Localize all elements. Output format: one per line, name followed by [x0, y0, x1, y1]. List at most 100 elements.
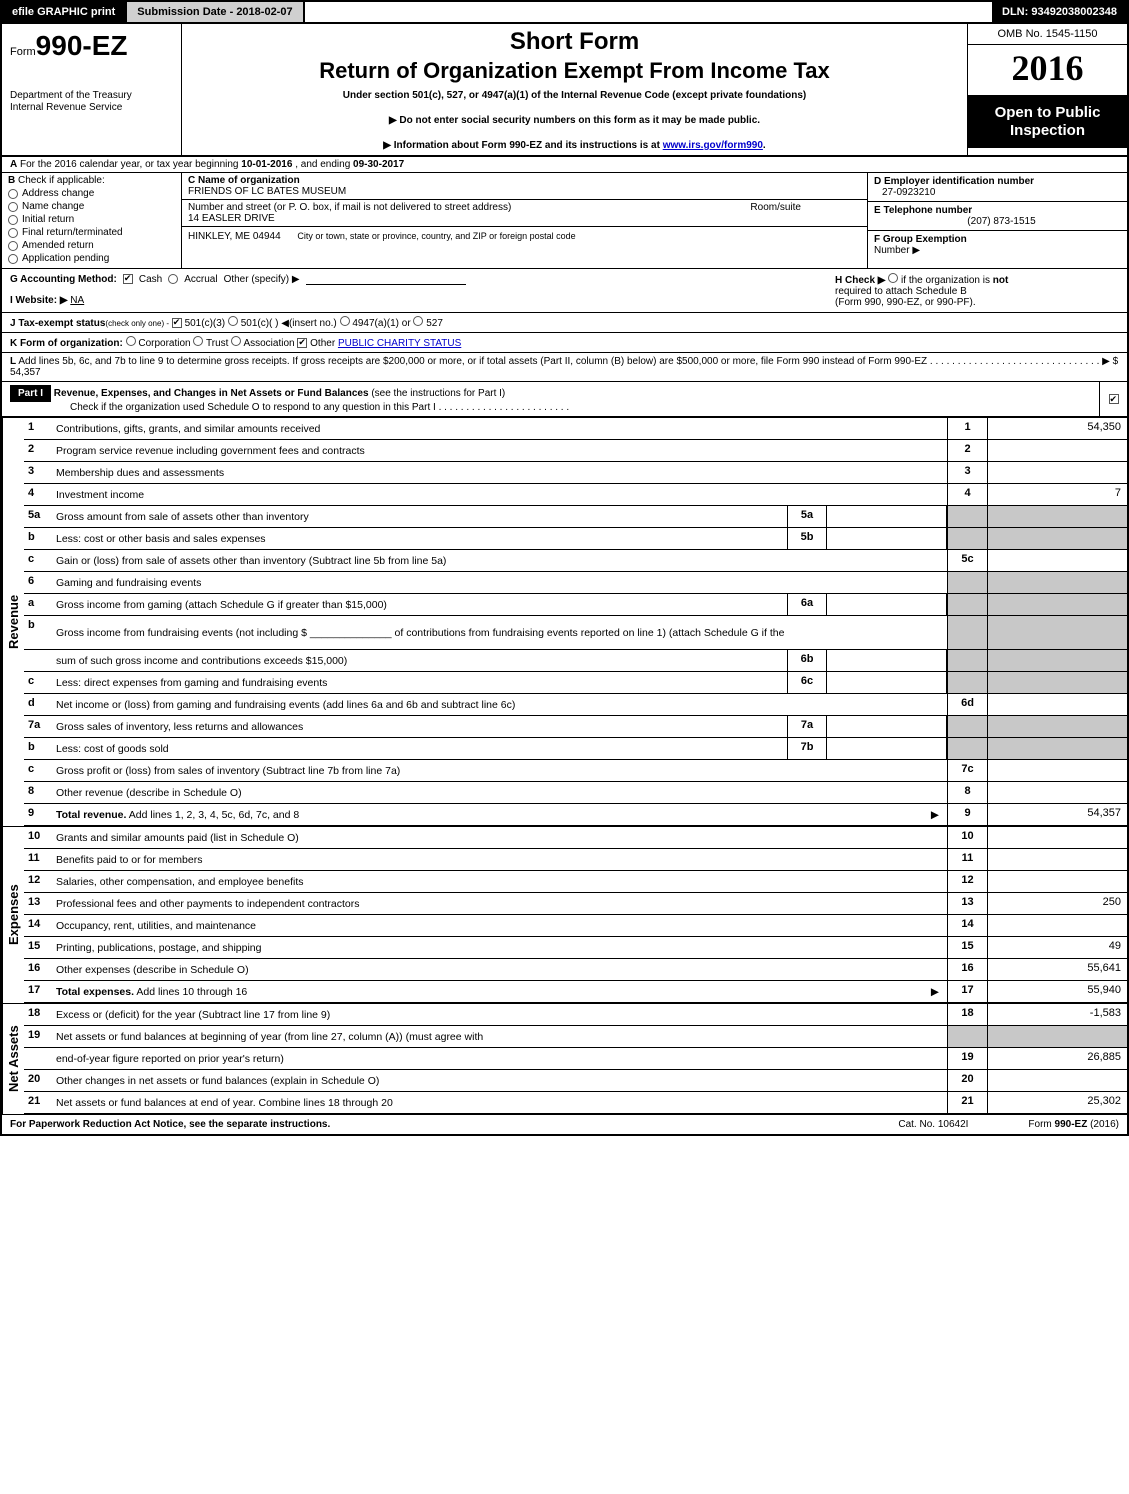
- header-right: OMB No. 1545-1150 2016 Open to Public In…: [967, 24, 1127, 155]
- right-line-value[interactable]: 54,357: [987, 804, 1127, 825]
- col-c-org-info: C Name of organization FRIENDS OF LC BAT…: [182, 173, 867, 268]
- l-text: Add lines 5b, 6c, and 7b to line 9 to de…: [18, 356, 927, 367]
- b-item-label: Application pending: [22, 253, 109, 264]
- line-number: 14: [24, 915, 52, 936]
- g-cash-checkbox[interactable]: [123, 274, 133, 284]
- k-opt0: Corporation: [138, 338, 190, 349]
- right-line-number: [947, 506, 987, 527]
- irs-link[interactable]: www.irs.gov/form990: [663, 140, 763, 151]
- i-label: I Website: ▶: [10, 295, 68, 306]
- right-line-value[interactable]: 55,641: [987, 959, 1127, 980]
- mid-line-number: 7b: [787, 738, 827, 759]
- line-description: Gross income from gaming (attach Schedul…: [52, 594, 787, 615]
- j-501c-radio[interactable]: [228, 316, 238, 326]
- k-assoc-radio[interactable]: [231, 336, 241, 346]
- right-line-value[interactable]: 55,940: [987, 981, 1127, 1002]
- side-label: Revenue: [2, 418, 24, 826]
- mid-line-number: 7a: [787, 716, 827, 737]
- right-line-value[interactable]: -1,583: [987, 1004, 1127, 1025]
- g-other-line[interactable]: [306, 273, 466, 285]
- b-radio[interactable]: [8, 254, 18, 264]
- mid-line-value[interactable]: [827, 528, 947, 549]
- part-i-paren: (see the instructions for Part I): [371, 388, 505, 399]
- right-line-value[interactable]: 7: [987, 484, 1127, 505]
- part-i-schedule-o-check-cell: [1099, 382, 1127, 416]
- row-g-h: G Accounting Method: Cash Accrual Other …: [2, 269, 1127, 313]
- line-number: 5a: [24, 506, 52, 527]
- table-row: 20Other changes in net assets or fund ba…: [24, 1070, 1127, 1092]
- k-opt3: Other: [310, 338, 335, 349]
- k-opt1: Trust: [206, 338, 228, 349]
- mid-line-value[interactable]: [827, 594, 947, 615]
- section-revenue: Revenue1Contributions, gifts, grants, an…: [2, 417, 1127, 826]
- h-label: H Check ▶: [835, 275, 885, 286]
- h-text3: (Form 990, 990-EZ, or 990-PF).: [835, 297, 976, 308]
- block-b-c-def: B Check if applicable: Address changeNam…: [2, 173, 1127, 269]
- k-opt2: Association: [243, 338, 294, 349]
- part-i-schedule-o-check[interactable]: [1109, 394, 1119, 404]
- k-other-link[interactable]: PUBLIC CHARITY STATUS: [338, 338, 461, 349]
- right-line-value[interactable]: [987, 760, 1127, 781]
- table-row: 18Excess or (deficit) for the year (Subt…: [24, 1004, 1127, 1026]
- line-description: Other revenue (describe in Schedule O): [52, 782, 947, 803]
- right-line-value[interactable]: 25,302: [987, 1092, 1127, 1113]
- j-527-radio[interactable]: [413, 316, 423, 326]
- right-line-number: 12: [947, 871, 987, 892]
- right-line-value[interactable]: [987, 871, 1127, 892]
- right-line-value[interactable]: [987, 550, 1127, 571]
- k-other-check[interactable]: [297, 338, 307, 348]
- part-i-dots: . . . . . . . . . . . . . . . . . . . . …: [439, 402, 570, 413]
- line-number: [24, 650, 52, 671]
- right-line-value[interactable]: 49: [987, 937, 1127, 958]
- c-org-name: FRIENDS OF LC BATES MUSEUM: [188, 186, 861, 197]
- line-description: sum of such gross income and contributio…: [52, 650, 787, 671]
- table-row: bLess: cost or other basis and sales exp…: [24, 528, 1127, 550]
- g-accrual-radio[interactable]: [168, 274, 178, 284]
- right-line-value[interactable]: [987, 1070, 1127, 1091]
- table-row: 4Investment income47: [24, 484, 1127, 506]
- mid-line-value[interactable]: [827, 672, 947, 693]
- right-line-value[interactable]: 54,350: [987, 418, 1127, 439]
- k-corp-radio[interactable]: [126, 336, 136, 346]
- line-description: Contributions, gifts, grants, and simila…: [52, 418, 947, 439]
- mid-line-value[interactable]: [827, 738, 947, 759]
- right-line-number: 19: [947, 1048, 987, 1069]
- h-checkbox[interactable]: [888, 273, 898, 283]
- b-radio[interactable]: [8, 215, 18, 225]
- efile-print-button[interactable]: efile GRAPHIC print: [2, 2, 127, 22]
- c-name-cell: C Name of organization FRIENDS OF LC BAT…: [182, 173, 867, 200]
- b-radio[interactable]: [8, 202, 18, 212]
- part-i-badge: Part I: [10, 385, 51, 402]
- line-number: a: [24, 594, 52, 615]
- j-501c3-check[interactable]: [172, 318, 182, 328]
- right-line-value[interactable]: [987, 827, 1127, 848]
- part-i-header-row: Part I Revenue, Expenses, and Changes in…: [2, 382, 1127, 417]
- b-radio[interactable]: [8, 228, 18, 238]
- line-description: Net assets or fund balances at beginning…: [52, 1026, 947, 1047]
- right-line-value[interactable]: 250: [987, 893, 1127, 914]
- f-cell: F Group Exemption Number ▶: [868, 231, 1127, 259]
- line-description: Printing, publications, postage, and shi…: [52, 937, 947, 958]
- b-radio[interactable]: [8, 241, 18, 251]
- right-line-value[interactable]: [987, 782, 1127, 803]
- right-line-value[interactable]: [987, 462, 1127, 483]
- right-line-value[interactable]: [987, 849, 1127, 870]
- k-trust-radio[interactable]: [193, 336, 203, 346]
- table-row: cGross profit or (loss) from sales of in…: [24, 760, 1127, 782]
- mid-line-value[interactable]: [827, 650, 947, 671]
- b-radio[interactable]: [8, 189, 18, 199]
- b-label: Check if applicable:: [18, 175, 105, 186]
- d-label: D Employer identification number: [874, 176, 1121, 187]
- mid-line-value[interactable]: [827, 716, 947, 737]
- mid-line-value[interactable]: [827, 506, 947, 527]
- j-4947-radio[interactable]: [340, 316, 350, 326]
- right-line-value[interactable]: [987, 915, 1127, 936]
- b-check-item: Application pending: [8, 253, 175, 264]
- right-line-value[interactable]: [987, 694, 1127, 715]
- right-line-value[interactable]: [987, 440, 1127, 461]
- page-footer: For Paperwork Reduction Act Notice, see …: [2, 1114, 1127, 1134]
- right-line-value[interactable]: 26,885: [987, 1048, 1127, 1069]
- omb-number: OMB No. 1545-1150: [968, 24, 1127, 45]
- line-number: 15: [24, 937, 52, 958]
- section-net-assets: Net Assets18Excess or (deficit) for the …: [2, 1003, 1127, 1114]
